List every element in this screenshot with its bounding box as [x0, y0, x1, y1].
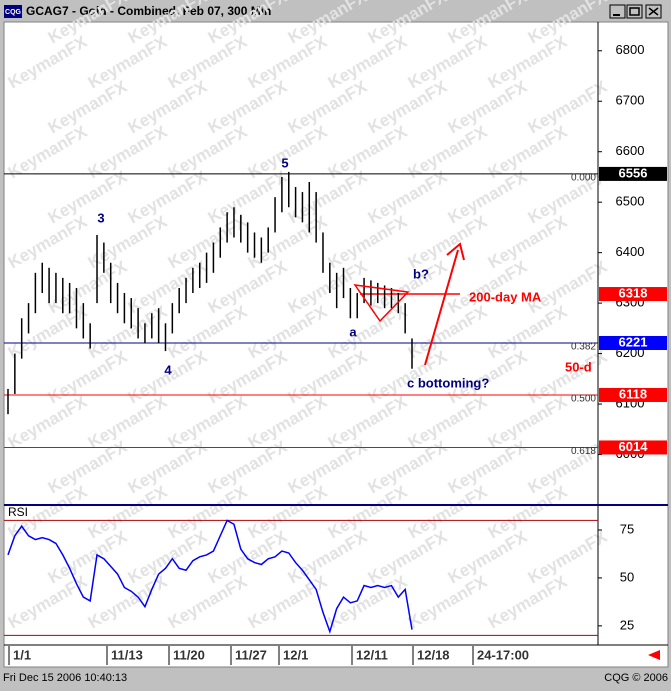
scroll-arrow[interactable]: [648, 650, 660, 660]
annotation: c bottoming?: [407, 375, 489, 390]
status-bar: [0, 669, 671, 686]
price-marker-label: 6014: [619, 439, 649, 454]
price-marker: [599, 387, 667, 402]
x-tick-label: 12/1: [283, 647, 308, 662]
price-marker-label: 6556: [619, 165, 648, 180]
window-buttons[interactable]: [609, 4, 662, 19]
price-marker: [599, 287, 667, 302]
x-tick-label: 12/11: [356, 647, 388, 662]
y-tick-label: 6500: [616, 194, 645, 209]
fib-label: 0.000: [571, 173, 596, 184]
chart-area: [3, 21, 669, 668]
close-icon: [648, 7, 659, 16]
x-tick-label: 24-17:00: [477, 647, 529, 662]
x-tick-label: 11/13: [111, 647, 143, 662]
plot-layer: 6000610062006300640065006600670068000.00…: [4, 42, 667, 665]
price-marker-label: 6118: [619, 386, 647, 401]
y-tick-label: 6600: [616, 143, 645, 158]
x-tick-label: 12/18: [417, 647, 450, 662]
arrow-shaft: [424, 249, 459, 366]
price-marker-label: 6221: [619, 334, 648, 349]
price-marker: [599, 166, 667, 181]
annotation: 200-day MA: [469, 289, 542, 304]
y-tick-label: 6400: [616, 244, 645, 259]
window-title: GCAG7 - Gold - Combined, Feb 07, 300 Min: [26, 4, 271, 18]
title-bar: [2, 2, 669, 21]
x-tick-label: 1/1: [13, 647, 31, 662]
arrow-head: [446, 242, 465, 261]
status-copyright: CQG © 2006: [604, 672, 668, 684]
minimize-button[interactable]: [609, 4, 626, 19]
rsi-tick-label: 50: [620, 569, 634, 584]
fib-label: 0.500: [571, 394, 596, 405]
rsi-tick-label: 25: [620, 617, 634, 632]
annotation: b?: [413, 266, 429, 281]
annotation: 3: [97, 210, 104, 225]
rsi-label: RSI: [8, 505, 28, 519]
y-tick-label: 6700: [616, 93, 645, 108]
fib-label: 0.382: [571, 342, 596, 353]
rsi-tick-label: 75: [620, 521, 634, 536]
annotation: 50-d: [565, 359, 592, 374]
rsi-line: [7, 519, 413, 634]
app-icon: CQG: [5, 9, 22, 16]
x-tick-label: 11/27: [235, 647, 267, 662]
price-marker-label: 6318: [619, 285, 648, 300]
price-marker: [599, 335, 667, 350]
maximize-icon: [629, 7, 640, 16]
fib-label: 0.618: [571, 446, 596, 457]
app-icon-box: [4, 5, 22, 18]
triangle-pattern: [353, 284, 410, 323]
annotation: a: [349, 324, 357, 339]
y-tick-label: 6800: [616, 42, 645, 57]
annotation: 4: [164, 362, 172, 377]
x-tick-label: 11/20: [173, 647, 205, 662]
status-time: Fri Dec 15 2006 10:40:13: [3, 672, 127, 684]
annotation: 5: [281, 155, 288, 170]
price-marker: [599, 440, 667, 455]
